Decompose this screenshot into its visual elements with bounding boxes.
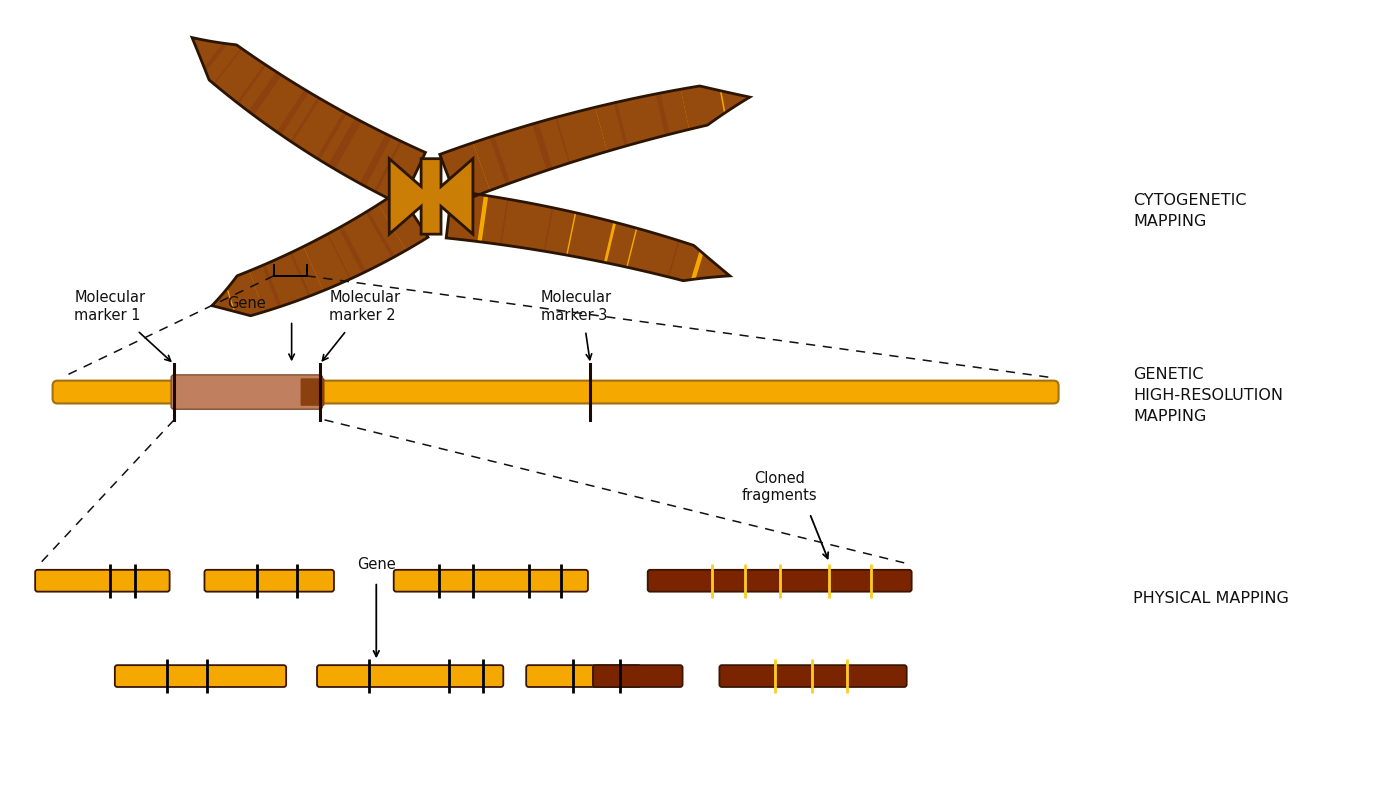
Polygon shape [595, 102, 627, 151]
Polygon shape [290, 246, 323, 297]
FancyBboxPatch shape [301, 378, 325, 406]
Polygon shape [627, 228, 679, 277]
Polygon shape [328, 226, 367, 279]
Polygon shape [668, 241, 700, 281]
Polygon shape [567, 213, 613, 262]
FancyBboxPatch shape [204, 570, 335, 592]
Text: Gene: Gene [357, 557, 396, 572]
Text: Molecular
marker 1: Molecular marker 1 [74, 290, 146, 322]
Text: CYTOGENETIC
MAPPING: CYTOGENETIC MAPPING [1133, 194, 1247, 230]
Polygon shape [378, 191, 428, 250]
Polygon shape [262, 252, 311, 307]
FancyBboxPatch shape [316, 665, 503, 687]
Polygon shape [389, 158, 473, 234]
FancyBboxPatch shape [171, 375, 322, 410]
Polygon shape [339, 210, 395, 274]
Text: Molecular
marker 3: Molecular marker 3 [540, 290, 612, 322]
Polygon shape [606, 222, 636, 267]
Polygon shape [447, 190, 484, 242]
Text: Cloned
fragments: Cloned fragments [742, 471, 818, 503]
Polygon shape [490, 122, 553, 185]
Polygon shape [237, 64, 281, 115]
Polygon shape [374, 141, 426, 205]
Text: Gene: Gene [227, 296, 266, 310]
Polygon shape [696, 254, 729, 279]
Polygon shape [473, 136, 511, 190]
Polygon shape [304, 234, 351, 290]
FancyBboxPatch shape [720, 665, 907, 687]
Text: PHYSICAL MAPPING: PHYSICAL MAPPING [1133, 591, 1289, 606]
Polygon shape [543, 207, 575, 255]
Polygon shape [192, 38, 426, 205]
Polygon shape [228, 271, 265, 316]
Polygon shape [613, 93, 669, 146]
Polygon shape [680, 86, 724, 130]
Polygon shape [277, 90, 321, 142]
Polygon shape [214, 289, 234, 311]
Polygon shape [316, 112, 361, 170]
Polygon shape [192, 38, 228, 71]
Polygon shape [482, 196, 508, 245]
Polygon shape [721, 91, 745, 113]
Polygon shape [389, 158, 473, 234]
Text: GENETIC
HIGH-RESOLUTION
MAPPING: GENETIC HIGH-RESOLUTION MAPPING [1133, 366, 1284, 423]
Polygon shape [204, 43, 242, 85]
Polygon shape [328, 118, 392, 186]
Polygon shape [213, 48, 266, 104]
FancyBboxPatch shape [648, 570, 911, 592]
FancyBboxPatch shape [53, 381, 1058, 403]
Polygon shape [249, 264, 281, 312]
FancyBboxPatch shape [115, 665, 286, 687]
Polygon shape [365, 204, 406, 258]
FancyBboxPatch shape [35, 570, 169, 592]
FancyBboxPatch shape [594, 665, 683, 687]
Polygon shape [655, 90, 689, 135]
Polygon shape [211, 191, 428, 316]
Text: Molecular
marker 2: Molecular marker 2 [329, 290, 400, 322]
Polygon shape [290, 98, 347, 160]
Polygon shape [440, 86, 750, 202]
FancyBboxPatch shape [526, 665, 641, 687]
Polygon shape [447, 190, 729, 281]
Polygon shape [532, 117, 570, 170]
Polygon shape [248, 72, 309, 135]
Polygon shape [500, 199, 553, 251]
Polygon shape [360, 134, 402, 192]
Polygon shape [440, 142, 490, 202]
Polygon shape [556, 107, 608, 163]
FancyBboxPatch shape [393, 570, 588, 592]
